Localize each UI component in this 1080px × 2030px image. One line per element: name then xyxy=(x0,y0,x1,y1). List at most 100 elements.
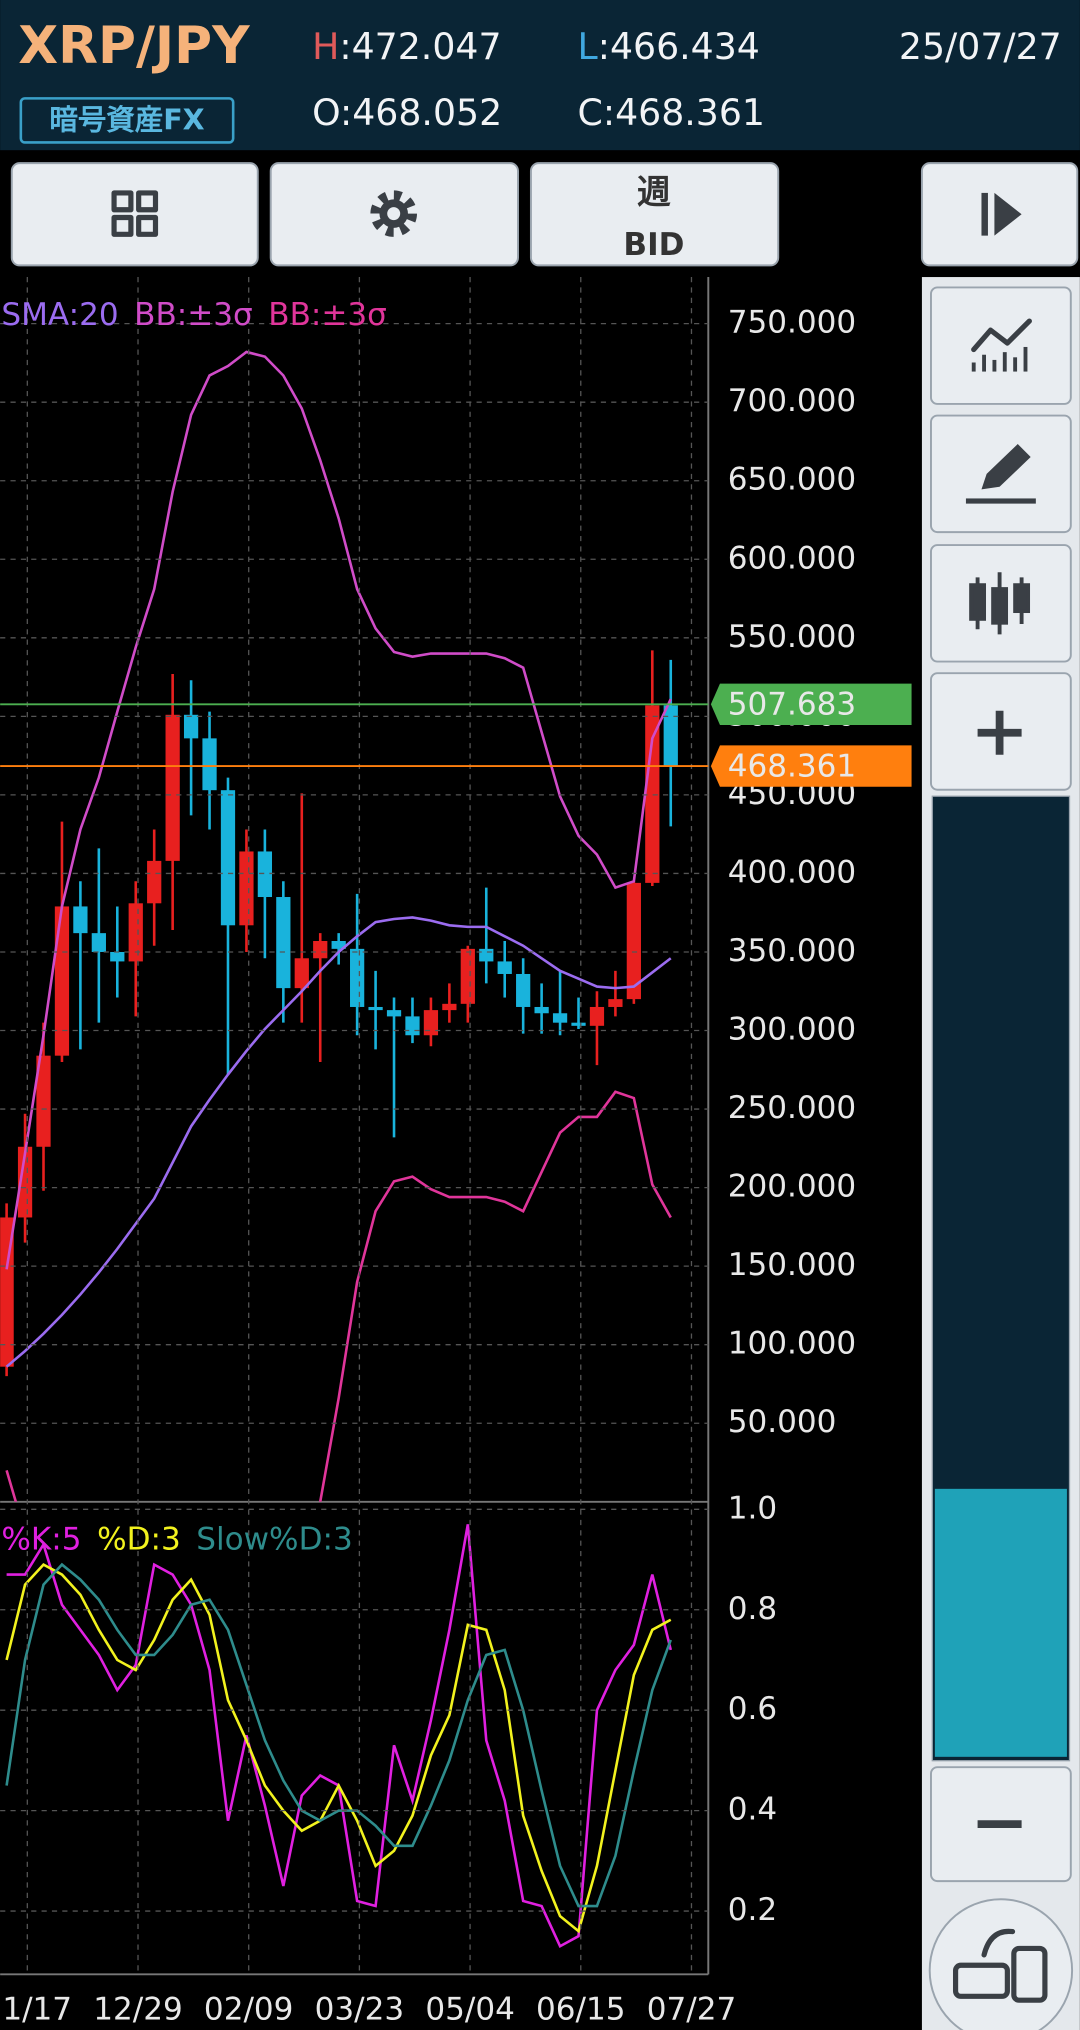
settings-button[interactable] xyxy=(269,162,519,267)
x-tick-label: 07/27 xyxy=(647,1992,737,2028)
candle-body xyxy=(313,940,328,959)
rotate-arrow xyxy=(981,1928,1016,1958)
series-line xyxy=(5,350,672,1270)
x-tick-label: 02/09 xyxy=(204,1992,294,2028)
candle-body xyxy=(0,1217,14,1367)
badge: 暗号資産FX xyxy=(49,104,204,137)
low: L:466.434 xyxy=(578,25,760,68)
button-frame xyxy=(10,162,259,267)
candle-body xyxy=(663,705,678,767)
period-button[interactable]: 週 BID xyxy=(529,162,780,267)
rotate-button[interactable] xyxy=(928,1898,1074,2030)
y-tick-label: 100.000 xyxy=(728,1326,856,1362)
grid-icon xyxy=(111,190,159,237)
candle-body xyxy=(442,1003,457,1011)
y-tick-label: 0.6 xyxy=(728,1691,777,1727)
close: C:468.361 xyxy=(578,91,765,134)
price-label: 507.683 xyxy=(728,687,856,723)
zoom-out-button[interactable] xyxy=(930,1766,1072,1883)
candle-body xyxy=(516,973,531,1007)
x-tick-label: 06/15 xyxy=(536,1992,626,2028)
series-line xyxy=(5,916,672,1368)
y-tick-label: 150.000 xyxy=(728,1247,856,1283)
stochastic-plot xyxy=(5,1524,673,1949)
y-tick-label: 400.000 xyxy=(728,854,856,890)
pencil-base xyxy=(965,498,1036,504)
candle-body xyxy=(645,705,660,883)
open: O:468.052 xyxy=(312,91,502,134)
badge-frame xyxy=(19,97,235,144)
y-tick-label: 700.000 xyxy=(728,383,856,419)
series-line xyxy=(5,1090,672,1502)
candle-body xyxy=(294,958,309,989)
low-value: :466.434 xyxy=(598,25,760,68)
y-tick-label: 600.000 xyxy=(728,540,856,576)
layout-button[interactable] xyxy=(10,162,259,267)
y-tick-label: 1.0 xyxy=(728,1490,777,1526)
candle-body xyxy=(497,961,512,974)
plus-icon xyxy=(977,710,1022,755)
play-button[interactable] xyxy=(920,162,1079,267)
candle-body xyxy=(331,940,346,949)
x-tick-label: 03/23 xyxy=(315,1992,405,2028)
candle-body xyxy=(165,714,180,861)
y-tick-label: 550.000 xyxy=(728,619,856,655)
play-bar xyxy=(981,192,988,236)
button-frame xyxy=(930,286,1072,405)
y-tick-label: 0.2 xyxy=(728,1892,777,1928)
y-tick-label: 650.000 xyxy=(728,462,856,498)
x-tick-label: 11/17 xyxy=(0,1992,72,2028)
header-bar xyxy=(0,0,1080,151)
candle-body xyxy=(626,882,641,1000)
legend-entry: BB:±3σ xyxy=(134,297,253,333)
indicator-button[interactable] xyxy=(930,286,1072,405)
y-tick-label: 0.4 xyxy=(728,1792,777,1828)
candle-body xyxy=(479,948,494,962)
candle-body xyxy=(368,1006,383,1011)
candle-body xyxy=(220,790,236,926)
x-tick-label: 12/29 xyxy=(93,1992,183,2028)
button-frame xyxy=(529,162,780,267)
candle-body xyxy=(73,906,88,934)
line-icon xyxy=(971,318,1032,353)
date: 25/07/27 xyxy=(899,25,1062,68)
bars-icon xyxy=(971,346,1028,372)
series-line xyxy=(6,1524,673,1949)
series-line xyxy=(5,1562,672,1934)
y-tick-label: 200.000 xyxy=(728,1169,856,1205)
zoom-thumb[interactable] xyxy=(934,1488,1067,1757)
candle-body xyxy=(405,1016,420,1036)
candle-body xyxy=(36,1055,51,1147)
legend-entry: %K:5 xyxy=(1,1522,81,1558)
portrait-icon xyxy=(1011,1945,1048,2003)
draw-button[interactable] xyxy=(930,414,1072,534)
chart-type-button[interactable] xyxy=(930,544,1072,663)
price-label-box xyxy=(710,745,912,787)
price-plot xyxy=(0,350,678,1502)
legend-entry: BB:±3σ xyxy=(268,297,387,333)
high-key: H xyxy=(312,25,339,68)
zoom-in-button[interactable] xyxy=(930,672,1072,791)
symbol: XRP/JPY xyxy=(18,16,250,76)
candle-icon xyxy=(969,572,1031,635)
candle-body xyxy=(147,860,162,904)
gear-hole xyxy=(387,207,401,221)
y-tick-label: 300.000 xyxy=(728,1012,856,1048)
price-label-box xyxy=(710,683,912,726)
y-tick-label: 0.8 xyxy=(728,1591,777,1627)
pencil-icon xyxy=(981,444,1031,490)
candle-body xyxy=(460,948,475,1004)
candle-body xyxy=(183,714,199,739)
gear-teeth xyxy=(370,190,418,237)
y-tick-label: 350.000 xyxy=(728,933,856,969)
candle-body xyxy=(202,738,217,791)
candle-body xyxy=(350,948,365,1007)
landscape-icon xyxy=(952,1962,1010,1999)
period: 週 xyxy=(637,173,671,212)
high-value: :472.047 xyxy=(339,25,501,68)
y-tick-label: 250.000 xyxy=(728,1090,856,1126)
candle-body xyxy=(608,999,623,1007)
price-type: BID xyxy=(623,227,684,263)
